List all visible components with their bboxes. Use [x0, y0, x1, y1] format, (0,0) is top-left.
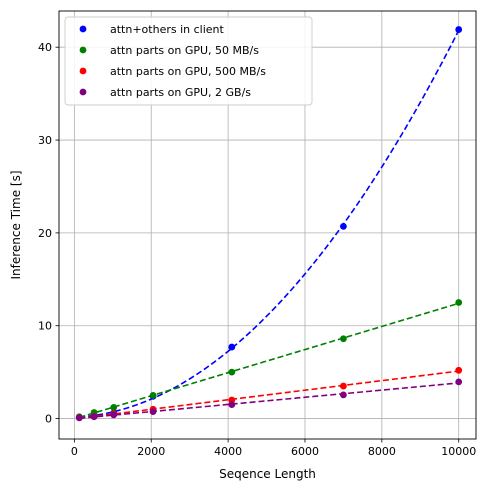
legend-marker: [79, 25, 87, 33]
data-point: [228, 401, 236, 409]
legend-box: [64, 16, 313, 106]
plot-frame: [58, 10, 477, 440]
data-point: [340, 335, 347, 343]
y-tick-label: 30: [38, 134, 52, 147]
data-point: [75, 414, 83, 422]
data-point: [149, 391, 157, 399]
x-tick-label: 2000: [137, 445, 165, 458]
y-axis-ticks: 0 10 20 30 40: [38, 41, 59, 426]
data-point: [340, 222, 347, 230]
legend-marker: [79, 46, 87, 54]
x-tick-label: 10000: [441, 445, 476, 458]
data-point: [340, 391, 347, 399]
y-tick-label: 0: [45, 413, 52, 426]
data-point: [455, 299, 463, 306]
data-point: [228, 368, 236, 376]
data-point: [149, 408, 157, 416]
y-axis-label: Inference Time [s]: [9, 170, 23, 279]
fit-line: [79, 30, 460, 418]
data-point: [455, 366, 463, 374]
data-point: [110, 404, 118, 411]
legend-marker: [79, 67, 87, 75]
fit-line: [79, 370, 459, 420]
data-point: [228, 343, 236, 351]
data-points: [75, 26, 463, 422]
legend-label: attn parts on GPU, 500 MB/s: [110, 65, 266, 78]
y-tick-label: 20: [38, 227, 52, 240]
x-axis-label: Seqence Length: [219, 467, 316, 481]
data-point: [110, 411, 118, 419]
data-point: [455, 26, 463, 33]
legend-label: attn parts on GPU, 50 MB/s: [110, 44, 259, 57]
fit-lines: [79, 30, 460, 420]
data-point: [340, 382, 347, 390]
legend-label: attn+others in client: [110, 23, 225, 36]
x-tick-label: 0: [71, 445, 78, 458]
fit-line: [79, 302, 459, 419]
data-point: [455, 378, 463, 386]
x-tick-label: 8000: [368, 445, 396, 458]
x-tick-label: 4000: [214, 445, 242, 458]
y-tick-label: 10: [38, 320, 52, 333]
x-tick-label: 6000: [291, 445, 319, 458]
legend-label: attn parts on GPU, 2 GB/s: [110, 86, 251, 99]
legend-marker: [79, 88, 87, 96]
y-tick-label: 40: [38, 41, 52, 54]
x-axis-ticks: 0 2000 4000 6000 8000 10000: [71, 439, 476, 458]
legend: attn+others in client attn parts on GPU, …: [64, 16, 313, 106]
data-point: [90, 413, 98, 421]
fit-line: [79, 382, 459, 420]
